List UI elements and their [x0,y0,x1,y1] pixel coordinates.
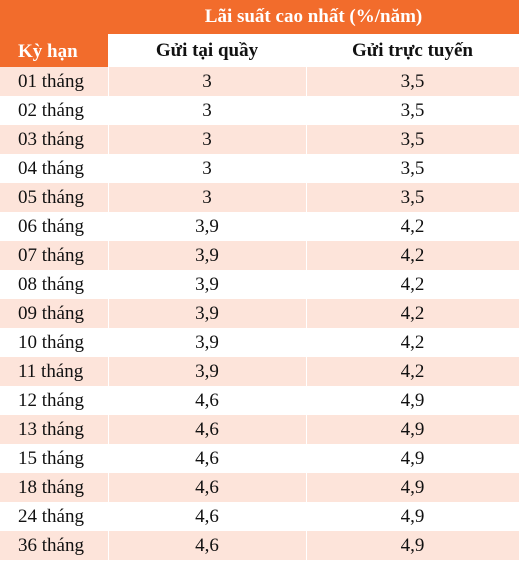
table-row: 18 tháng 4,6 4,9 [0,473,519,502]
counter-rate-cell: 3,9 [108,270,307,299]
counter-rate-cell: 4,6 [108,531,307,560]
online-rate-cell: 4,2 [306,299,519,328]
online-rate-cell: 3,5 [306,67,519,96]
table-body: 01 tháng 3 3,5 02 tháng 3 3,5 03 tháng 3 3,5 04 t… [0,67,519,560]
term-cell: 09 tháng [0,299,109,328]
term-cell: 18 tháng [0,473,109,502]
table-row: 13 tháng 4,6 4,9 [0,415,519,444]
counter-rate-cell: 4,6 [108,415,307,444]
online-column-header: Gửi trực tuyến [306,34,519,67]
counter-rate-cell: 3,9 [108,212,307,241]
counter-rate-cell: 3 [108,125,307,154]
table-row: 10 tháng 3,9 4,2 [0,328,519,357]
counter-rate-cell: 3 [108,96,307,125]
table-header: Kỳ hạn Lãi suất cao nhất (%/năm) Gửi tại… [0,0,519,67]
table-row: 06 tháng 3,9 4,2 [0,212,519,241]
online-rate-cell: 3,5 [306,96,519,125]
counter-rate-cell: 3 [108,154,307,183]
counter-rate-cell: 3,9 [108,357,307,386]
table-row: 04 tháng 3 3,5 [0,154,519,183]
rate-group-header: Lãi suất cao nhất (%/năm) [108,0,519,34]
table-row: 07 tháng 3,9 4,2 [0,241,519,270]
table-row: 08 tháng 3,9 4,2 [0,270,519,299]
term-cell: 10 tháng [0,328,109,357]
term-cell: 05 tháng [0,183,109,212]
term-cell: 12 tháng [0,386,109,415]
counter-rate-cell: 4,6 [108,386,307,415]
counter-rate-cell: 3,9 [108,328,307,357]
table-row: 36 tháng 4,6 4,9 [0,531,519,560]
online-rate-cell: 4,9 [306,502,519,531]
online-rate-cell: 4,9 [306,444,519,473]
term-cell: 36 tháng [0,531,109,560]
online-rate-cell: 3,5 [306,154,519,183]
header-row-top: Kỳ hạn Lãi suất cao nhất (%/năm) [0,0,519,67]
term-cell: 03 tháng [0,125,109,154]
online-rate-cell: 4,9 [306,415,519,444]
term-cell: 02 tháng [0,96,109,125]
online-rate-cell: 4,9 [306,531,519,560]
term-cell: 06 tháng [0,212,109,241]
counter-column-header: Gửi tại quầy [108,34,306,67]
counter-rate-cell: 4,6 [108,473,307,502]
table-row: 24 tháng 4,6 4,9 [0,502,519,531]
table-row: 05 tháng 3 3,5 [0,183,519,212]
online-rate-cell: 4,9 [306,386,519,415]
term-cell: 24 tháng [0,502,109,531]
table-row: 03 tháng 3 3,5 [0,125,519,154]
online-rate-cell: 4,2 [306,328,519,357]
table-row: 12 tháng 4,6 4,9 [0,386,519,415]
term-cell: 15 tháng [0,444,109,473]
online-rate-cell: 4,2 [306,357,519,386]
table-row: 02 tháng 3 3,5 [0,96,519,125]
header-row-sub: Gửi tại quầy Gửi trực tuyến [0,34,519,67]
counter-rate-cell: 3 [108,183,307,212]
table-row: 01 tháng 3 3,5 [0,67,519,96]
term-cell: 07 tháng [0,241,109,270]
counter-rate-cell: 3,9 [108,299,307,328]
online-rate-cell: 4,2 [306,212,519,241]
term-cell: 08 tháng [0,270,109,299]
online-rate-cell: 4,2 [306,241,519,270]
term-cell: 01 tháng [0,67,109,96]
table-row: 11 tháng 3,9 4,2 [0,357,519,386]
term-cell: 13 tháng [0,415,109,444]
term-header: Kỳ hạn [0,0,108,67]
term-cell: 04 tháng [0,154,109,183]
online-rate-cell: 4,2 [306,270,519,299]
online-rate-cell: 3,5 [306,183,519,212]
term-cell: 11 tháng [0,357,109,386]
counter-rate-cell: 3,9 [108,241,307,270]
online-rate-cell: 3,5 [306,125,519,154]
table-row: 15 tháng 4,6 4,9 [0,444,519,473]
counter-rate-cell: 3 [108,67,307,96]
counter-rate-cell: 4,6 [108,444,307,473]
online-rate-cell: 4,9 [306,473,519,502]
counter-rate-cell: 4,6 [108,502,307,531]
table-row: 09 tháng 3,9 4,2 [0,299,519,328]
